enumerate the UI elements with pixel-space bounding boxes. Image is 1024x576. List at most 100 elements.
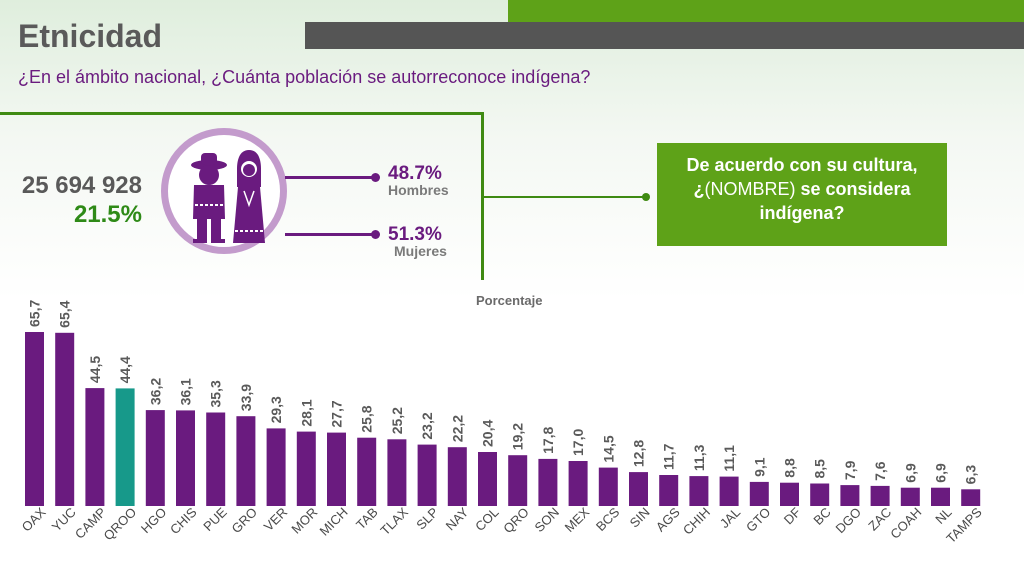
category-label-col: COL	[472, 505, 502, 535]
category-label-mex: MEX	[562, 504, 593, 535]
bar-tlax	[387, 439, 407, 506]
bar-gto	[749, 481, 769, 506]
category-label-pue: PUE	[200, 504, 230, 534]
value-label-tamps: 6,3	[963, 465, 979, 485]
frame-right-line	[481, 112, 484, 280]
category-label-nl: NL	[932, 505, 954, 527]
value-label-mex: 17,0	[570, 429, 586, 456]
value-label-dgo: 7,9	[842, 460, 858, 480]
bar-ags	[659, 475, 679, 506]
bar-qro	[508, 455, 528, 506]
value-label-coah: 6,9	[902, 463, 918, 483]
category-label-mich: MICH	[317, 505, 351, 539]
value-label-jal: 11,1	[721, 445, 737, 472]
question-line-2: ¿(NOMBRE) se considera	[665, 177, 939, 201]
total-percent: 21.5%	[73, 201, 142, 228]
bar-chis	[176, 410, 195, 506]
category-label-sin: SIN	[627, 505, 653, 531]
category-label-qroo: QROO	[101, 505, 140, 544]
value-label-bcs: 14,5	[600, 435, 616, 462]
category-label-mor: MOR	[288, 505, 320, 537]
value-label-hgo: 36,2	[147, 378, 163, 405]
category-label-ags: AGS	[653, 504, 683, 534]
question-name-placeholder: (NOMBRE)	[704, 179, 796, 199]
page-subtitle: ¿En el ámbito nacional, ¿Cuánta població…	[18, 67, 591, 87]
value-label-nay: 22,2	[449, 415, 465, 442]
bar-gro	[236, 416, 256, 506]
value-label-sin: 12,8	[631, 440, 647, 467]
value-label-son: 17,8	[540, 426, 556, 453]
y-axis-label: Porcentaje	[476, 293, 543, 308]
men-connector-dot	[371, 173, 380, 182]
question-box: De acuerdo con su cultura, ¿(NOMBRE) se …	[657, 143, 947, 246]
bar-dgo	[840, 485, 860, 506]
people-circle	[161, 128, 287, 254]
page-title: Etnicidad	[18, 18, 163, 54]
bar-bc	[810, 483, 830, 506]
bar-nay	[447, 447, 467, 506]
question-line-1: De acuerdo con su cultura,	[686, 155, 918, 175]
value-label-mor: 28,1	[298, 399, 314, 426]
women-percent: 51.3%	[388, 224, 442, 245]
bar-mor	[296, 431, 316, 506]
value-label-ags: 11,7	[661, 443, 677, 470]
category-label-coah: COAH	[887, 505, 924, 542]
category-label-chih: CHIH	[680, 505, 713, 538]
indigenous-woman-icon	[233, 150, 265, 243]
category-label-tlax: TLAX	[377, 504, 411, 538]
women-connector-dot	[371, 230, 380, 239]
bar-qroo	[115, 388, 135, 506]
category-label-hgo: HGO	[138, 505, 170, 537]
value-label-qro: 19,2	[510, 423, 526, 450]
value-label-df: 8,8	[782, 458, 798, 478]
value-label-camp: 44,5	[87, 356, 103, 383]
bar-oax	[25, 332, 44, 506]
bar-bcs	[598, 467, 618, 506]
value-label-pue: 35,3	[208, 380, 224, 407]
value-label-qroo: 44,4	[117, 356, 133, 383]
bar-tamps	[961, 489, 981, 506]
value-label-mich: 27,7	[329, 400, 345, 427]
category-label-ver: VER	[261, 505, 291, 535]
bar-mex	[568, 461, 588, 506]
category-label-jal: JAL	[717, 505, 743, 531]
question-line-2-text: se considera	[795, 179, 911, 199]
bar-hgo	[145, 410, 165, 506]
frame-top-line	[0, 112, 484, 115]
value-label-chih: 11,3	[691, 444, 707, 471]
value-label-bc: 8,5	[812, 459, 828, 479]
value-label-tab: 25,8	[359, 405, 375, 432]
bar-sin	[629, 472, 648, 506]
value-label-gto: 9,1	[751, 457, 767, 477]
bar-coah	[900, 487, 920, 506]
question-connector-line	[484, 196, 646, 198]
women-label: Mujeres	[394, 243, 447, 259]
category-label-bcs: BCS	[593, 504, 623, 534]
bar-df	[780, 482, 799, 506]
bar-ver	[266, 428, 286, 506]
category-label-gto: GTO	[743, 505, 773, 535]
women-connector-line	[285, 233, 375, 236]
value-label-chis: 36,1	[178, 378, 194, 405]
category-label-df: DF	[781, 504, 804, 527]
category-label-oax: OAX	[19, 504, 49, 534]
value-label-col: 20,4	[480, 420, 496, 447]
category-label-slp: SLP	[413, 505, 441, 533]
value-label-slp: 23,2	[419, 412, 435, 439]
category-label-bc: BC	[810, 505, 833, 528]
men-percent: 48.7%	[388, 163, 442, 184]
value-label-tlax: 25,2	[389, 407, 405, 434]
green-top-bar	[508, 0, 1024, 22]
bar-slp	[417, 444, 437, 506]
men-connector-line	[285, 176, 375, 179]
category-label-nay: NAY	[443, 504, 472, 533]
value-label-oax: 65,7	[27, 300, 43, 327]
category-label-son: SON	[531, 505, 562, 536]
bar-pue	[206, 412, 226, 506]
category-label-qro: QRO	[500, 505, 532, 537]
value-label-gro: 33,9	[238, 384, 254, 411]
bar-camp	[85, 388, 105, 506]
men-label: Hombres	[388, 182, 449, 198]
bar-nl	[931, 487, 950, 506]
